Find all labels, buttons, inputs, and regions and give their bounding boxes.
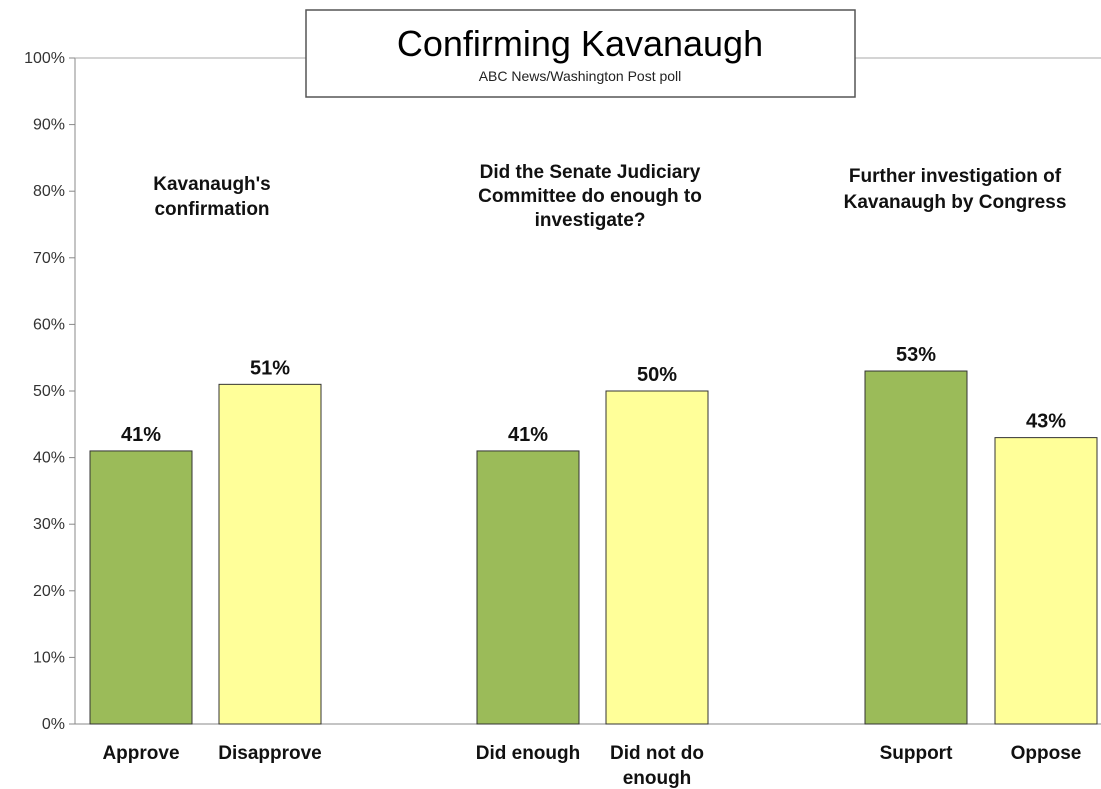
bar [476,450,580,725]
category-label: Did enough [476,743,580,764]
bar [218,383,322,725]
y-tick-label: 20% [33,583,65,600]
bar-value-label: 50% [637,364,677,386]
y-tick-label: 60% [33,316,65,333]
bar-value-label: 53% [896,344,936,366]
y-tick-label: 0% [42,716,65,733]
bars [89,370,1098,725]
chart-subtitle: ABC News/Washington Post poll [479,68,682,84]
category-label: Did not do [610,743,704,764]
bar-value-label: 41% [121,424,161,446]
y-tick-label: 30% [33,516,65,533]
y-tick-label: 50% [33,383,65,400]
labels: Kavanaugh's confirmation 41% Approve 51% Disa… [102,162,1081,789]
group-heading-line: confirmation [154,199,269,220]
title-box: Confirming Kavanaugh ABC News/Washington… [305,9,856,98]
axes: 0% 10% 20% 30% 40% 50% 60% 70% 80% 90% 100% [24,50,1101,733]
category-label: Disapprove [218,743,321,764]
bar-value-label: 41% [508,424,548,446]
y-tick-label: 80% [33,183,65,200]
group-heading-line: Did the Senate Judiciary [480,162,701,183]
category-label: enough [623,768,692,789]
y-tick-label: 70% [33,250,65,267]
bar-value-label: 51% [250,357,290,379]
category-label: Support [880,743,953,764]
group-heading-line: Kavanaugh's [153,174,271,195]
category-label: Oppose [1011,743,1082,764]
category-label: Approve [102,743,179,764]
group-heading-line: investigate? [535,210,646,231]
y-tick-label: 90% [33,117,65,134]
bar [605,390,709,725]
bar-value-label: 43% [1026,411,1066,433]
bar [864,370,968,725]
bar [89,450,193,725]
group-heading-line: Further investigation of [849,166,1062,187]
group-heading-line: Committee do enough to [478,186,702,207]
y-tick-label: 100% [24,50,65,67]
bar [994,437,1098,725]
y-tick-label: 10% [33,649,65,666]
chart-title: Confirming Kavanaugh [397,23,763,64]
y-tick-label: 40% [33,450,65,467]
group-heading-line: Kavanaugh by Congress [844,192,1067,213]
